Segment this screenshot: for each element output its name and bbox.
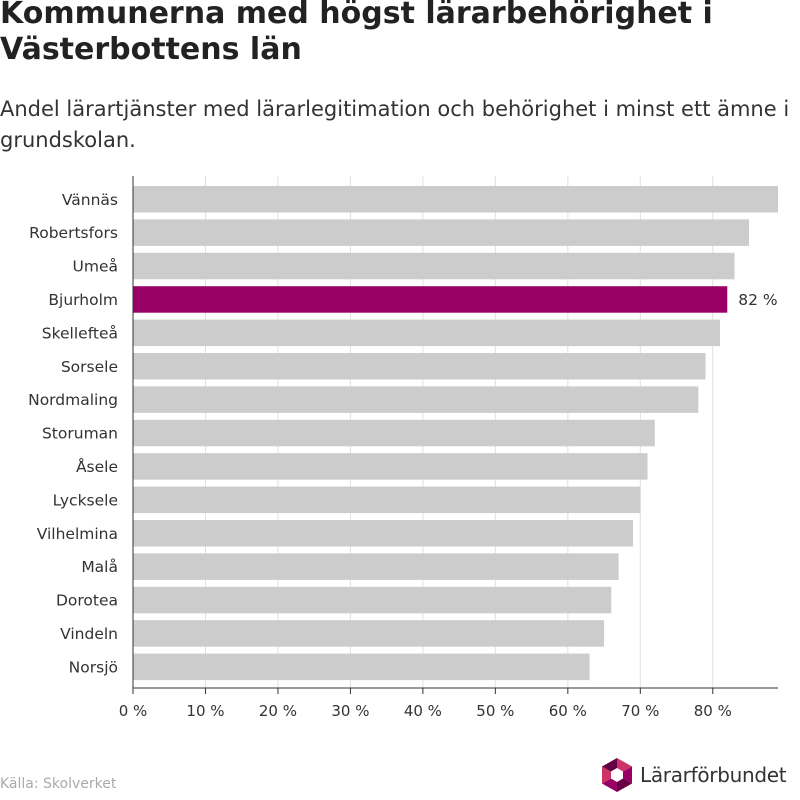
source-note: Källa: Skolverket: [0, 776, 117, 792]
category-label: Åsele: [76, 457, 118, 476]
category-label: Umeå: [73, 258, 118, 276]
category-label: Norsjö: [69, 658, 118, 676]
x-tick-label: 40 %: [404, 702, 442, 720]
bars: [133, 186, 778, 681]
category-label: Vilhelmina: [37, 525, 118, 543]
bar-vännäs: [133, 186, 778, 213]
page-title: Kommunerna med högst lärarbehörighet i V…: [0, 0, 713, 67]
category-label: Lycksele: [53, 491, 118, 509]
bar-nordmaling: [133, 386, 699, 413]
bar-lycksele: [133, 486, 641, 514]
x-tick-label: 60 %: [549, 702, 587, 720]
category-label: Skellefteå: [42, 324, 118, 342]
data-label: 82 %: [738, 291, 777, 309]
bar-skellefteå: [133, 319, 721, 347]
bar-robertsfors: [133, 219, 750, 246]
x-tick-label: 50 %: [476, 702, 514, 720]
x-tick-label: 10 %: [186, 702, 224, 720]
x-axis: 0 % 10 % 20 % 30 % 40 % 50 % 60 % 70 % 80 %: [119, 176, 778, 720]
bar-chart: Vännäs Robertsfors Umeå Bjurholm Skellefteå S…: [28, 176, 778, 720]
bar-malå: [133, 553, 619, 580]
x-tick-label: 70 %: [621, 702, 659, 720]
bar-vilhelmina: [133, 520, 634, 547]
category-label: Dorotea: [56, 592, 118, 610]
x-tick-label: 80 %: [694, 702, 732, 720]
category-label: Robertsfors: [29, 224, 118, 242]
bar-bjurholm: [133, 286, 728, 313]
bar-storuman: [133, 419, 655, 447]
x-tick-label: 20 %: [259, 702, 297, 720]
category-label: Vindeln: [60, 625, 118, 643]
category-label: Nordmaling: [28, 391, 118, 409]
category-label: Sorsele: [61, 358, 118, 376]
brand-logo: Lärarförbundet: [600, 756, 787, 794]
lararforbundet-logo-icon: [602, 758, 632, 792]
category-label: Storuman: [42, 425, 118, 443]
bar-norsjö: [133, 653, 590, 681]
page-subtitle: Andel lärartjänster med lärarlegitimatio…: [0, 97, 790, 152]
category-label: Bjurholm: [48, 291, 118, 309]
data-labels: 82 %: [738, 291, 777, 309]
bar-sorsele: [133, 353, 706, 380]
category-label: Malå: [81, 558, 118, 576]
logo-text: Lärarförbundet: [640, 763, 787, 787]
x-tick-label: 0 %: [119, 702, 148, 720]
category-label: Vännäs: [62, 191, 118, 209]
bar-vindeln: [133, 620, 605, 647]
x-tick-label: 30 %: [331, 702, 369, 720]
bar-umeå: [133, 252, 735, 280]
category-labels: Vännäs Robertsfors Umeå Bjurholm Skellefteå S…: [28, 191, 118, 677]
bar-dorotea: [133, 586, 612, 614]
bar-åsele: [133, 453, 648, 480]
